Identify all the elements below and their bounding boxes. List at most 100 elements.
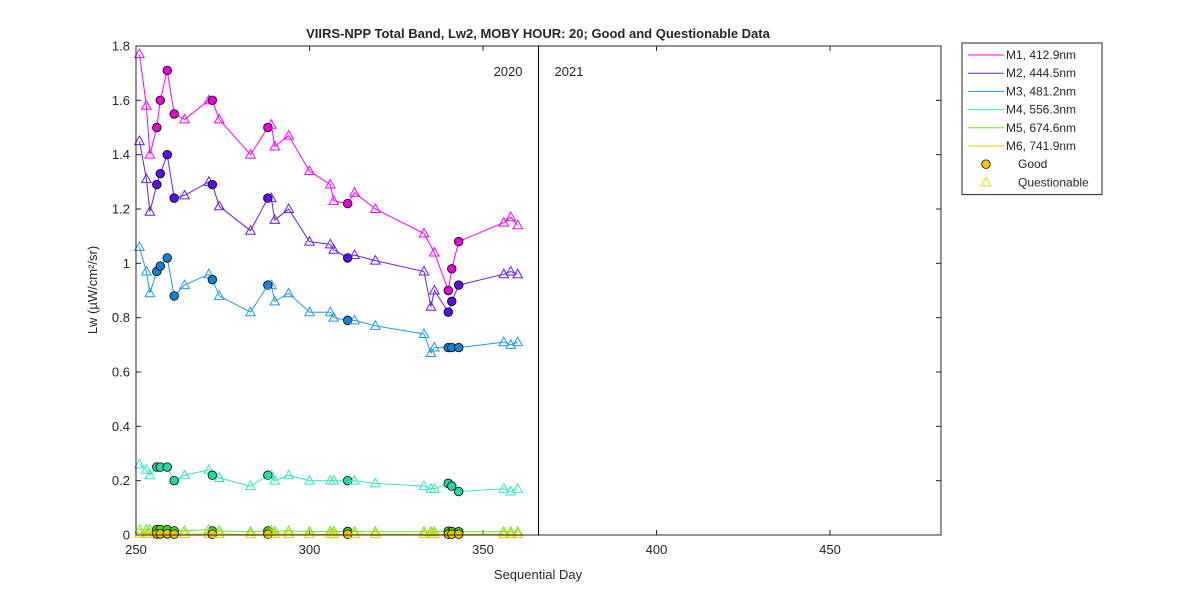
questionable-point (324, 306, 336, 317)
questionable-point (269, 474, 281, 485)
questionable-point (369, 202, 382, 213)
y-axis-label: Lw (µW/cm²/sr) (85, 246, 100, 334)
y-tick-label: 0 (123, 528, 130, 543)
good-point (263, 122, 273, 133)
good-point (447, 481, 457, 491)
questionable-point (498, 268, 510, 279)
questionable-point (418, 265, 430, 276)
questionable-point (505, 485, 517, 496)
questionable-point (178, 279, 191, 290)
good-point (443, 285, 453, 296)
questionable-point (505, 338, 517, 349)
good-point (207, 274, 218, 285)
good-point (162, 253, 172, 263)
questionable-point (505, 211, 517, 222)
legend-entry: M6, 741.9nm (1006, 139, 1076, 153)
legend-entry: Questionable (1018, 175, 1089, 189)
questionable-point (428, 284, 441, 295)
questionable-point (348, 474, 361, 485)
good-point (155, 95, 165, 106)
questionable-point (324, 238, 336, 249)
legend-entry: M5, 674.6nm (1006, 121, 1076, 135)
questionable-point (213, 113, 225, 124)
good-point (207, 470, 218, 480)
questionable-point (428, 246, 441, 257)
questionable-point (133, 135, 146, 146)
legend-entry: Good (1018, 157, 1047, 171)
questionable-point (283, 287, 295, 298)
questionable-point (133, 527, 146, 538)
questionable-point (328, 194, 340, 205)
questionable-point (418, 528, 430, 539)
questionable-point (328, 528, 340, 539)
questionable-point (369, 477, 382, 488)
questionable-point (269, 213, 281, 224)
good-point (152, 179, 162, 190)
series-m6 (133, 527, 524, 539)
legend-entry: M1, 412.9nm (1006, 48, 1076, 62)
questionable-point (428, 482, 441, 493)
questionable-point (265, 469, 277, 480)
questionable-point (269, 528, 281, 539)
x-tick-label: 250 (125, 542, 147, 557)
questionable-point (144, 205, 156, 216)
questionable-point (133, 523, 146, 534)
legend-questionable-marker (980, 176, 992, 187)
x-axis-label: Sequential Day (494, 567, 583, 582)
good-point (162, 462, 172, 472)
good-point (169, 109, 179, 119)
questionable-point (369, 254, 382, 265)
good-point (207, 95, 218, 106)
questionable-point (244, 306, 257, 317)
questionable-point (265, 192, 277, 203)
questionable-point (140, 463, 153, 474)
y-tick-label: 1.2 (112, 202, 130, 217)
questionable-point (213, 528, 225, 539)
good-point (443, 307, 453, 317)
questionable-point (213, 289, 225, 300)
good-point (152, 122, 162, 133)
questionable-point (505, 528, 517, 539)
questionable-point (428, 528, 441, 539)
questionable-point (303, 528, 316, 539)
questionable-point (303, 306, 316, 317)
good-point (453, 236, 464, 247)
questionable-point (505, 265, 517, 276)
axis-ticks: 250 300 350 400 450 0 0.2 0.4 0.6 0.8 1 1.2 1.4 1.6 1.… (112, 39, 941, 557)
y-tick-label: 0.6 (112, 365, 130, 380)
good-point (169, 193, 179, 203)
questionable-point (512, 268, 524, 279)
questionable-point (265, 118, 277, 129)
legend-entry: M4, 556.3nm (1006, 103, 1076, 117)
questionable-point (348, 528, 361, 539)
questionable-point (428, 341, 441, 352)
y-tick-label: 1.6 (112, 93, 130, 108)
questionable-point (140, 173, 153, 184)
questionable-point (265, 279, 277, 290)
y-tick-label: 0.2 (112, 473, 130, 488)
questionable-point (498, 216, 510, 227)
questionable-point (144, 148, 156, 159)
questionable-point (303, 164, 316, 175)
questionable-point (269, 140, 281, 151)
questionable-point (348, 249, 361, 260)
questionable-point (133, 48, 146, 59)
questionable-point (213, 471, 225, 482)
questionable-point (244, 224, 257, 235)
good-point (453, 529, 464, 539)
good-point (162, 149, 172, 160)
questionable-point (512, 528, 524, 539)
questionable-point (328, 474, 340, 485)
questionable-point (133, 241, 146, 252)
x-tick-label: 300 (299, 542, 321, 557)
questionable-point (498, 336, 510, 347)
questionable-point (283, 469, 295, 480)
series-m4 (133, 458, 524, 497)
questionable-point (133, 458, 146, 469)
questionable-point (178, 113, 191, 124)
questionable-point (244, 480, 257, 491)
questionable-point (348, 314, 361, 325)
x-tick-label: 450 (819, 542, 841, 557)
questionable-point (512, 219, 524, 230)
